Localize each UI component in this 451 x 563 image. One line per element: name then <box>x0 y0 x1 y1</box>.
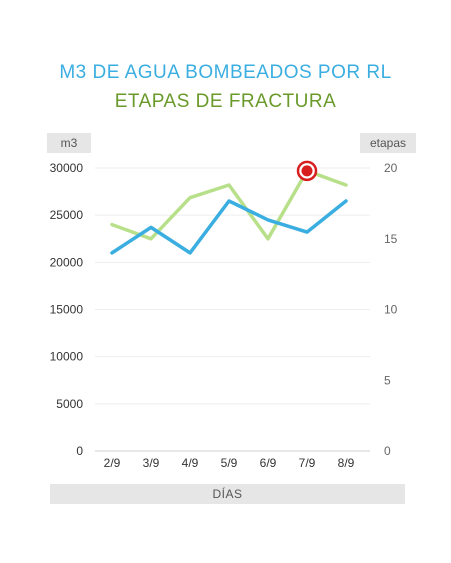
y-tick-label-right: 0 <box>384 444 391 458</box>
y-tick-label-left: 0 <box>76 444 83 458</box>
y-axis-label-right: etapas <box>360 133 416 153</box>
y-tick-label-right: 15 <box>384 232 398 246</box>
chart-title: M3 DE AGUA BOMBEADOS POR RL <box>59 62 392 83</box>
x-tick-label: 7/9 <box>299 456 316 470</box>
x-tick-label: 6/9 <box>260 456 277 470</box>
y-tick-label-left: 10000 <box>50 350 84 364</box>
chart-subtitle: ETAPAS DE FRACTURA <box>114 91 337 112</box>
y-tick-label-right: 10 <box>384 303 398 317</box>
y-tick-label-right: 5 <box>384 373 391 387</box>
y-tick-label-left: 5000 <box>56 397 83 411</box>
y-tick-label-right: 20 <box>384 161 398 175</box>
y-tick-label-left: 15000 <box>50 303 84 317</box>
y-tick-label-left: 30000 <box>50 161 84 175</box>
series-line-m3 <box>110 199 348 255</box>
x-tick-label: 3/9 <box>143 456 160 470</box>
y-tick-label-left: 25000 <box>50 208 84 222</box>
y-tick-label-left: 20000 <box>50 255 84 269</box>
x-tick-label: 4/9 <box>182 456 199 470</box>
x-axis-label: DÍAS <box>50 484 405 504</box>
x-tick-label: 5/9 <box>221 456 238 470</box>
highlight-marker-dot <box>301 165 313 177</box>
y-axis-label-left: m3 <box>47 133 91 153</box>
x-tick-label: 8/9 <box>338 456 355 470</box>
x-tick-label: 2/9 <box>104 456 121 470</box>
